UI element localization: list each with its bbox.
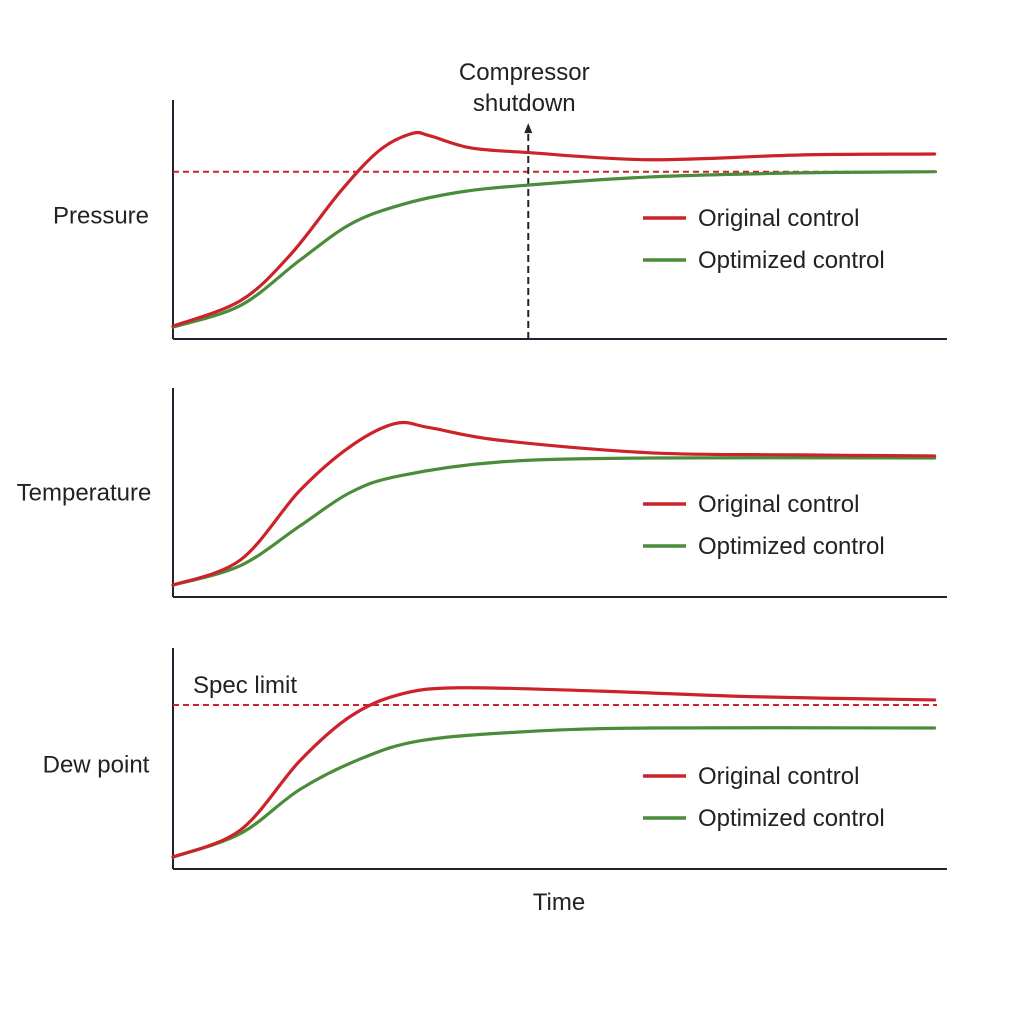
legend-label: Optimized control xyxy=(698,533,885,560)
legend-label: Optimized control xyxy=(698,805,885,832)
series-original-control-line xyxy=(171,420,937,587)
legend-label: Original control xyxy=(698,491,859,518)
y-axis-label: Pressure xyxy=(53,203,149,230)
y-axis-label: Temperature xyxy=(17,480,152,507)
annotation-arrow-head xyxy=(524,123,533,134)
series-original-control-line xyxy=(171,130,937,328)
series-optimized-control-line xyxy=(171,170,937,329)
annotation-text-line2: shutdown xyxy=(473,90,576,117)
x-axis-label: Time xyxy=(533,889,585,916)
series-optimized-control-line xyxy=(171,726,937,859)
legend-label: Original control xyxy=(698,205,859,232)
legend-label: Optimized control xyxy=(698,247,885,274)
series-optimized-control-line xyxy=(171,456,937,587)
legend-label: Original control xyxy=(698,763,859,790)
series-original-control-line xyxy=(171,686,937,859)
annotation-text-line1: Compressor xyxy=(459,59,590,86)
reference-line-label: Spec limit xyxy=(193,672,297,699)
y-axis-label: Dew point xyxy=(43,752,150,779)
